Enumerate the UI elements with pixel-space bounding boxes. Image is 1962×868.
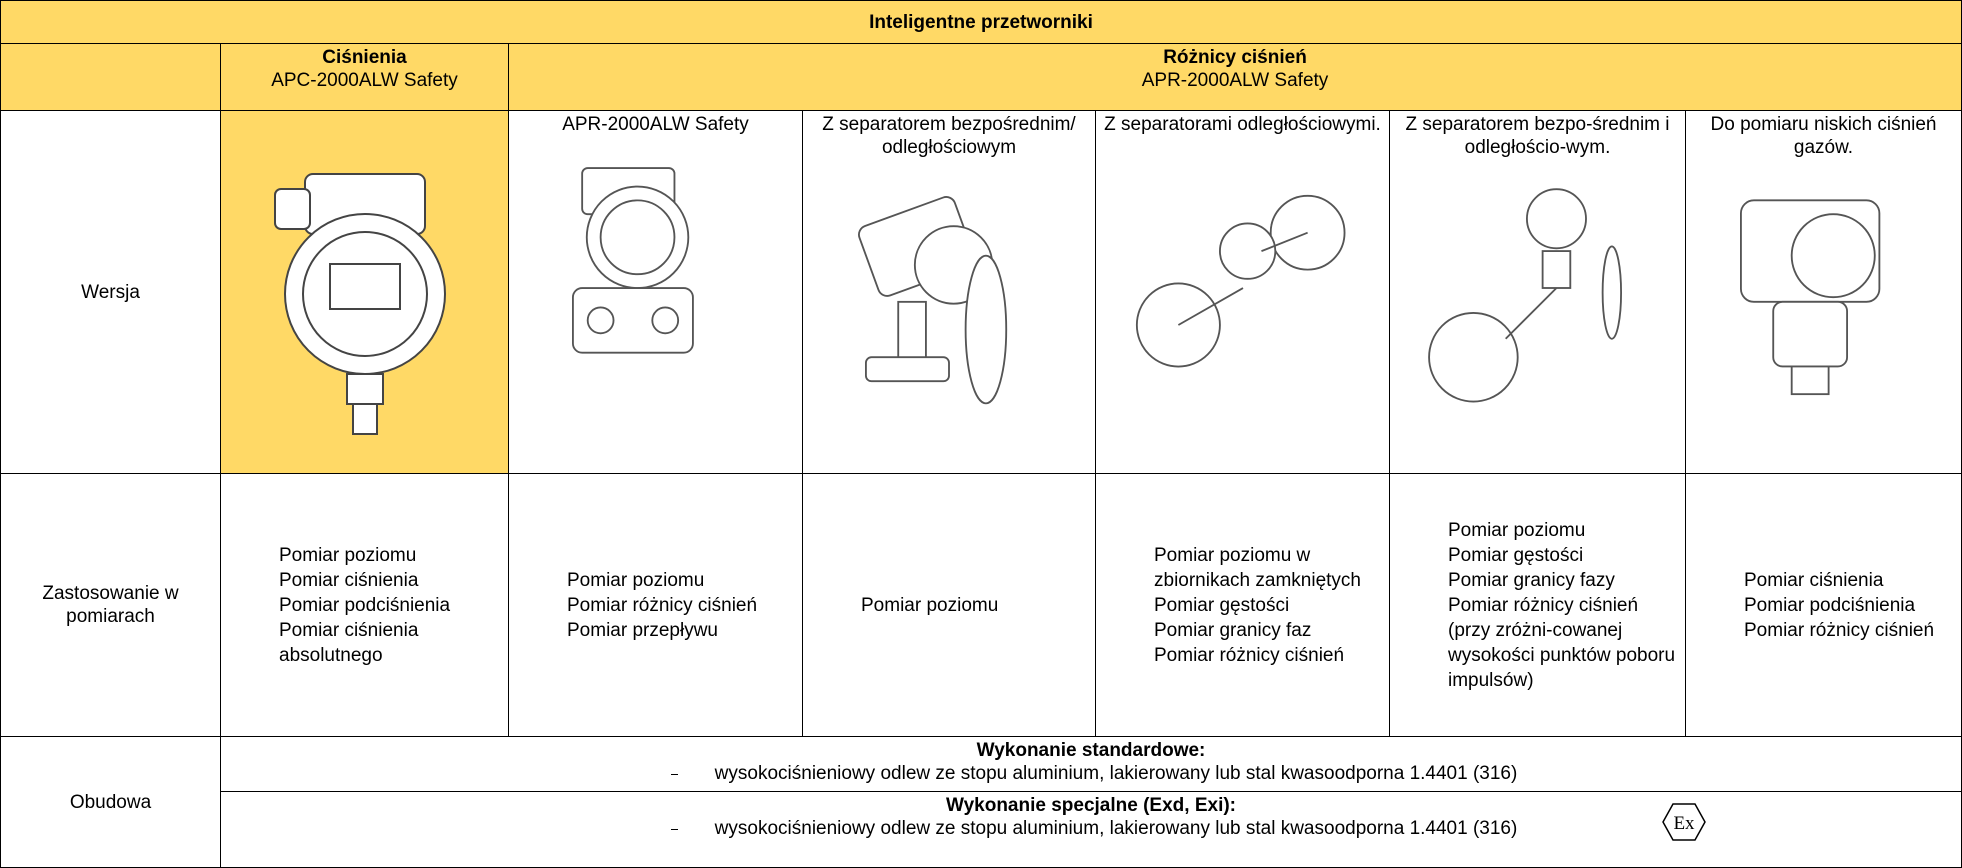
applications-item: Pomiar ciśnienia absolutnego [227,618,502,668]
applications-cell: Pomiar poziomu [802,473,1096,737]
applications-text: Pomiar poziomu [861,594,999,616]
header-title: Różnicy ciśnień [1163,47,1307,68]
applications-item: Pomiar poziomu [809,593,1089,618]
header-subtitle: APC-2000ALW Safety [271,70,458,91]
applications-item: Pomiar gęstości [1102,593,1383,618]
version-cell [220,110,509,474]
applications-list: Pomiar poziomu w zbiornikach zamkniętych… [1102,543,1383,668]
applications-text: Pomiar poziomu w zbiornikach zamkniętych [1154,544,1361,591]
housing-standard: Wykonanie standardowe: wysokociśnieniowy… [219,736,1962,792]
applications-text: Pomiar poziomu [279,544,417,566]
housing-title: Wykonanie standardowe: [976,740,1206,761]
applications-item: Pomiar przepływu [515,618,796,643]
applications-text: Pomiar różnicy ciśnień [567,594,758,616]
version-cell: APR-2000ALW Safety [508,110,803,474]
header-subtitle: APR-2000ALW Safety [1141,70,1329,91]
applications-text: Pomiar poziomu [567,569,705,591]
applications-item: Pomiar różnicy ciśnień [1692,618,1955,643]
applications-list: Pomiar ciśnienia Pomiar podciśnienia Pomia… [1692,568,1955,643]
applications-list: Pomiar poziomu Pomiar gęstości Pomiar gran… [1396,518,1679,693]
applications-item: Pomiar różnicy ciśnień [515,593,796,618]
row-label: Zastosowanie w pomiarach [0,473,221,737]
version-caption: Do pomiaru niskich ciśnień gazów. [1710,114,1937,158]
version-caption: Z separatorem bezpośrednim/ odległościow… [822,114,1076,158]
applications-list: Pomiar poziomu Pomiar różnicy ciśnień Pomi… [515,568,796,643]
applications-item: Pomiar różnicy ciśnień [1102,643,1383,668]
applications-item: Pomiar poziomu [1396,518,1679,543]
ex-mark: Ex [1662,803,1706,841]
dash [670,829,678,830]
applications-item: Pomiar ciśnienia [227,568,502,593]
applications-item: Pomiar ciśnienia [1692,568,1955,593]
applications-text: Pomiar gęstości [1154,594,1290,616]
applications-text: Pomiar podciśnienia [279,594,451,616]
applications-item: Pomiar poziomu w zbiornikach zamkniętych [1102,543,1383,593]
housing-title: Wykonanie specjalne (Exd, Exi): [945,795,1237,816]
product-image [858,196,1008,405]
version-caption: Z separatorem bezpo-średnim i odległości… [1405,114,1670,158]
applications-text: Pomiar różnicy ciśnień [1154,644,1345,666]
applications-item: Pomiar podciśnienia [1692,593,1955,618]
product-image [1135,194,1345,368]
applications-text: Pomiar gęstości [1448,544,1584,566]
applications-text: Pomiar granicy fazy [1448,569,1615,591]
applications-text: Pomiar różnicy ciśnień (przy zróżni-cowa… [1448,594,1676,691]
applications-item: Pomiar podciśnienia [227,593,502,618]
applications-text: Pomiar różnicy ciśnień [1744,619,1935,641]
row-label: Obudowa [0,736,221,868]
applications-text: Pomiar podciśnienia [1744,594,1916,616]
applications-item: Pomiar różnicy ciśnień (przy zróżni-cowa… [1396,593,1679,693]
applications-item: Pomiar granicy fazy [1396,568,1679,593]
applications-text: Pomiar ciśnienia [279,569,419,591]
applications-item: Pomiar granicy faz [1102,618,1383,643]
header-blank [0,43,221,111]
product-image [273,173,446,435]
applications-item: Pomiar poziomu [515,568,796,593]
header-title: Ciśnienia [322,47,407,68]
applications-cell: Pomiar poziomu Pomiar różnicy ciśnień Pomi… [508,473,803,737]
version-cell: Z separatorami odległościowymi. [1095,110,1390,474]
applications-cell: Pomiar ciśnienia Pomiar podciśnienia Pomia… [1684,473,1962,737]
applications-text: Pomiar poziomu [1448,519,1586,541]
version-cell: Z separatorem bezpośrednim/ odległościow… [802,110,1096,474]
table-title: Inteligentne przetworniki [0,0,1962,44]
applications-cell: Pomiar poziomu Pomiar ciśnienia Pomiar pod… [220,473,509,737]
product-image [1739,199,1880,396]
applications-text: Pomiar przepływu [567,619,718,641]
applications-text: Pomiar ciśnienia [1744,569,1884,591]
applications-item: Pomiar poziomu [227,543,502,568]
ex-text: Ex [1673,813,1695,834]
applications-text: Pomiar ciśnienia absolutnego [279,619,419,666]
product-image [1427,188,1622,403]
applications-text: Pomiar granicy faz [1154,619,1312,641]
applications-cell: Pomiar poziomu w zbiornikach zamkniętych… [1095,473,1390,737]
housing-item: wysokociśnieniowy odlew ze stopu alumini… [665,762,1518,785]
applications-list: Pomiar poziomu [809,593,1089,618]
row-label: Wersja [0,110,221,474]
version-cell: Z separatorem bezpo-średnim i odległości… [1389,110,1686,474]
dash [670,774,678,775]
applications-list: Pomiar poziomu Pomiar ciśnienia Pomiar pod… [227,543,502,668]
housing-item-text: wysokociśnieniowy odlew ze stopu alumini… [714,818,1518,839]
header-cell: Różnicy ciśnień APR-2000ALW Safety [507,43,1962,111]
version-caption: Z separatorami odległościowymi. [1104,114,1381,135]
version-cell: Do pomiaru niskich ciśnień gazów. [1684,110,1962,474]
applications-cell: Pomiar poziomu Pomiar gęstości Pomiar gran… [1389,473,1686,737]
housing-item: wysokociśnieniowy odlew ze stopu alumini… [665,817,1518,840]
housing-special: Wykonanie specjalne (Exd, Exi): wysokoci… [219,791,1962,868]
header-cell: Ciśnienia APC-2000ALW Safety [220,43,509,111]
housing-item-text: wysokociśnieniowy odlew ze stopu alumini… [714,763,1518,784]
version-caption: APR-2000ALW Safety [562,114,749,135]
product-image [571,167,694,354]
applications-item: Pomiar gęstości [1396,543,1679,568]
